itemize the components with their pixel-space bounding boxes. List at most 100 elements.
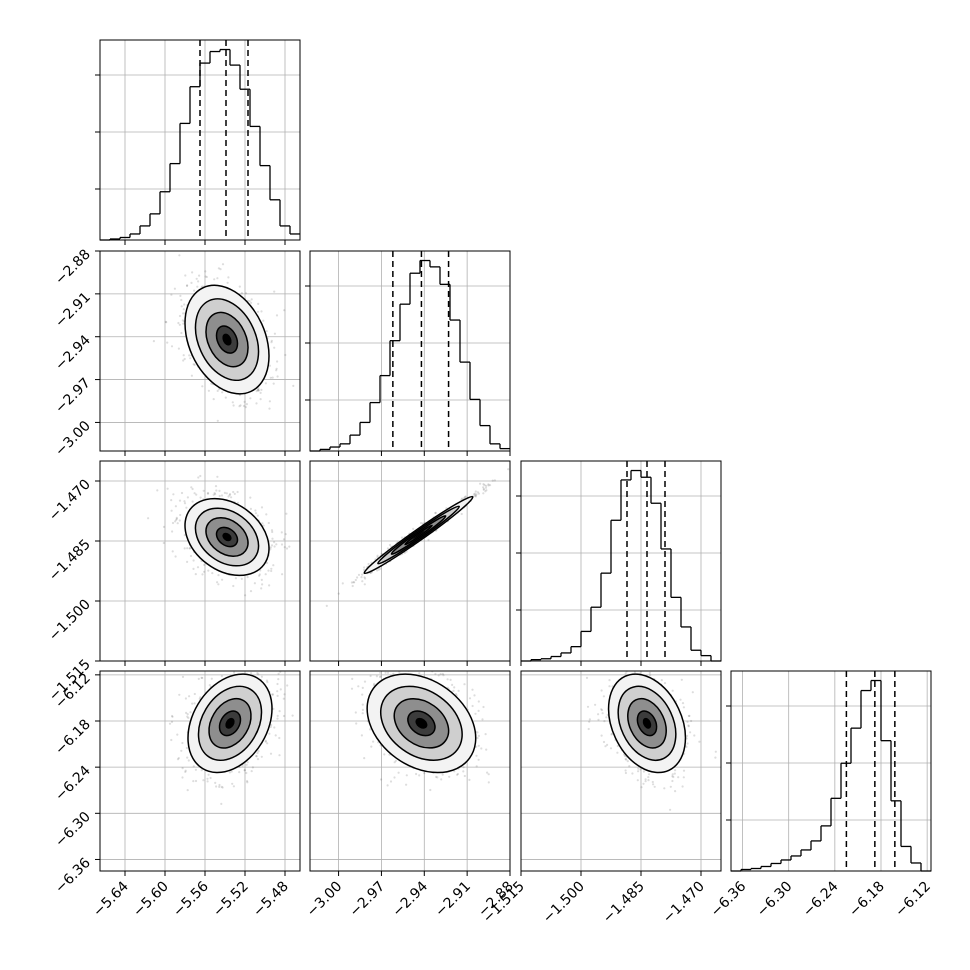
pair-1-3-point <box>375 675 378 678</box>
pair-0-2-point <box>162 541 165 545</box>
pair-1-3-point <box>417 664 419 666</box>
pair-0-2-point <box>240 577 243 581</box>
pair-0-3-point <box>241 661 243 663</box>
pair-0-2-point <box>284 533 287 536</box>
pair-0-1-point <box>219 268 222 271</box>
pair-1-3-point <box>351 677 354 681</box>
pair-0-1-point <box>180 305 183 308</box>
pair-0-1-point <box>185 284 189 287</box>
pair-1-3-point <box>360 734 363 737</box>
pair-0-1-point <box>195 277 198 280</box>
pair-0-1-point <box>257 302 260 305</box>
pair-0-1-point <box>191 271 194 274</box>
pair-0-2-point <box>233 492 236 495</box>
pair-0-3-density-4 <box>225 717 235 729</box>
pair-0-2-point <box>225 492 228 495</box>
pair-0-3-point <box>291 714 294 717</box>
pair-0-2-point <box>264 573 267 576</box>
pair-0-2-point <box>162 525 166 529</box>
pair-0-2-point <box>171 550 174 553</box>
pair-0-2-point <box>216 475 219 478</box>
pair-0-2-point <box>261 522 264 525</box>
pair-1-3-point <box>386 671 390 674</box>
pair-1-3-point <box>440 778 443 781</box>
pair-0-1-point <box>239 404 242 407</box>
pair-1-3-point <box>480 747 483 750</box>
pair-0-2-point <box>175 518 178 522</box>
pair-1-3-point <box>370 745 373 748</box>
pair-0-1-point <box>166 341 169 344</box>
pair-1-3-point <box>456 772 459 776</box>
pair-panel-1-2 <box>309 460 511 666</box>
pair-0-2-point <box>246 576 249 579</box>
pair-0-2-point <box>202 489 205 492</box>
pair-1-2-point <box>341 582 344 585</box>
pair-0-1-point <box>165 321 168 324</box>
pair-0-2-point <box>212 493 215 496</box>
pair-1-3-point <box>411 642 413 644</box>
pair-panel-0-2 <box>95 460 301 666</box>
pair-0-3-point <box>278 736 281 740</box>
pair-0-3-contour-1 <box>208 697 252 749</box>
pair-1-2-point <box>434 511 437 515</box>
pair-0-2-point <box>175 517 178 520</box>
pair-1-2-point <box>403 551 406 554</box>
pair-1-3-point <box>468 697 472 700</box>
pair-1-2-point <box>434 511 437 514</box>
pair-0-3-point <box>245 771 248 775</box>
pair-0-1-point <box>292 384 295 387</box>
pair-0-1-point <box>216 419 219 422</box>
pair-2-3-point <box>681 785 684 788</box>
pair-0-3-point <box>282 697 285 700</box>
pair-0-2-point <box>191 500 194 503</box>
pair-1-3-point <box>429 788 432 792</box>
pair-1-3-frame <box>309 670 511 872</box>
pair-0-1-point <box>265 330 268 333</box>
hist-3-frame <box>730 670 932 872</box>
pair-0-3-point <box>274 734 277 737</box>
pair-1-2-point <box>487 484 490 487</box>
pair-1-2-contour-0 <box>404 524 433 546</box>
pair-0-1-point <box>186 284 189 287</box>
pair-1-3-point <box>423 772 426 775</box>
pair-0-2-point <box>261 583 264 586</box>
pair-1-2-point <box>364 577 367 580</box>
pair-1-3-point <box>405 783 408 786</box>
pair-0-3-point <box>171 715 174 718</box>
pair-0-3-point <box>252 665 254 667</box>
pair-1-3-point <box>393 761 396 764</box>
pair-0-2-point <box>170 509 173 512</box>
pair-0-1-contour-1 <box>205 311 249 368</box>
pair-1-3-point <box>477 734 480 738</box>
pair-0-1-point <box>275 314 279 317</box>
pair-0-3-point <box>214 667 216 669</box>
pair-1-3-contour-3 <box>366 673 477 774</box>
pair-0-1-point <box>262 319 265 322</box>
pair-1-2-point <box>363 583 366 586</box>
pair-0-1-point <box>216 389 219 392</box>
pair-1-2-point <box>474 490 477 493</box>
pair-0-1-point <box>226 281 229 284</box>
pair-2-3-point <box>606 743 609 747</box>
pair-0-2-contour-3 <box>184 497 270 577</box>
pair-1-3-point <box>476 736 479 740</box>
pair-1-2-point <box>363 568 366 572</box>
pair-0-1-point <box>269 376 272 379</box>
pair-0-1-point <box>196 285 199 288</box>
pair-1-3-point <box>448 775 451 778</box>
pair-0-3-point <box>286 684 289 687</box>
pair-0-2-point <box>185 506 188 509</box>
pair-1-3-point <box>463 774 466 778</box>
pair-1-2-point <box>464 495 467 499</box>
pair-1-3-point <box>354 711 357 714</box>
pair-0-1-point <box>192 363 195 366</box>
pair-0-3-point <box>194 779 198 783</box>
pair-0-1-point <box>232 404 235 407</box>
pair-0-3-point <box>256 672 259 675</box>
pair-2-3-point <box>594 703 597 706</box>
pair-0-2-point <box>206 491 210 495</box>
pair-1-3-point <box>361 693 364 696</box>
pair-0-2-point <box>258 573 261 576</box>
pair-0-2-point <box>228 493 232 496</box>
pair-0-2-point <box>186 547 189 550</box>
